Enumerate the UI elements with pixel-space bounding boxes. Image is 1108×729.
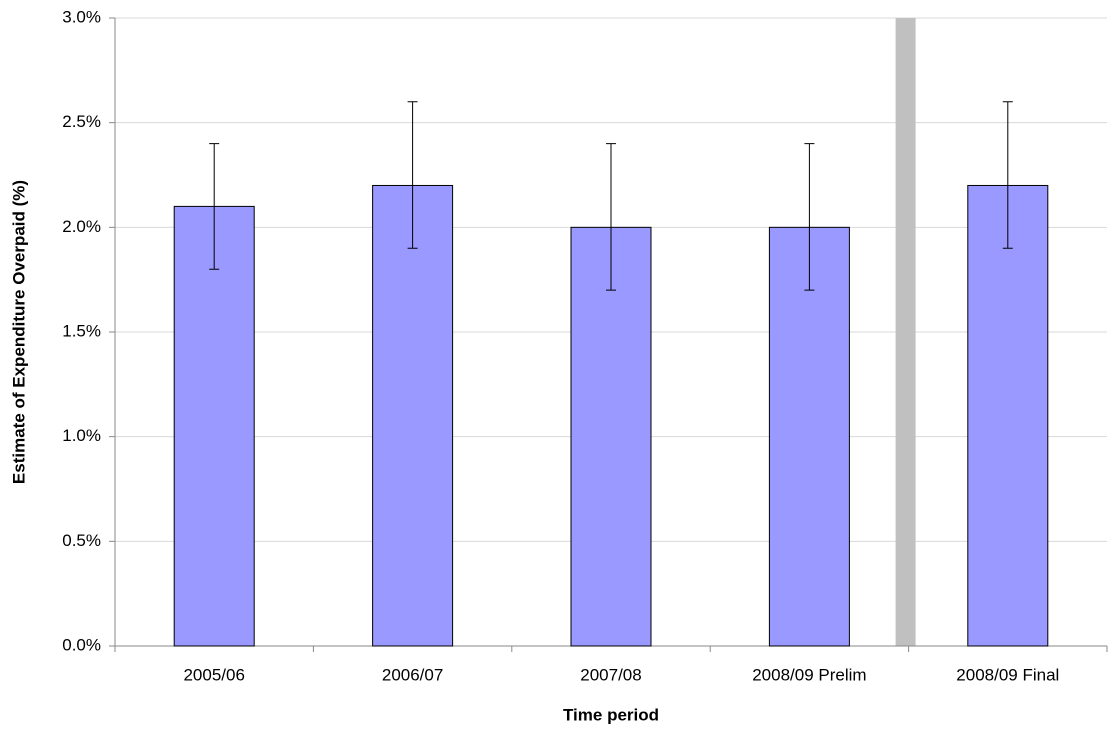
error-bar xyxy=(407,101,418,249)
y-tick-label: 2.5% xyxy=(62,112,101,131)
y-tick-label: 1.0% xyxy=(62,426,101,445)
bar xyxy=(570,226,652,647)
bar xyxy=(967,184,1049,647)
y-tick-label: 3.0% xyxy=(62,7,101,26)
bar xyxy=(768,226,850,647)
y-tick-label: 1.5% xyxy=(62,321,101,340)
bar xyxy=(372,184,454,647)
y-tick-label: 0.0% xyxy=(62,635,101,654)
x-tick-label: 2006/07 xyxy=(382,665,443,684)
y-tick-label: 2.0% xyxy=(62,217,101,236)
error-bar xyxy=(1002,101,1013,249)
error-bar xyxy=(606,143,616,291)
y-tick-label: 0.5% xyxy=(62,531,101,550)
x-tick-label: 2007/08 xyxy=(580,665,641,684)
y-axis-title: Estimate of Expenditure Overpaid (%) xyxy=(9,180,28,484)
error-bar xyxy=(209,143,220,270)
x-tick-label: 2005/06 xyxy=(183,665,244,684)
x-axis-title: Time period xyxy=(563,705,659,724)
error-bar xyxy=(804,143,815,291)
x-tick-label: 2008/09 Prelim xyxy=(752,665,866,684)
separator xyxy=(895,18,916,646)
bar xyxy=(173,205,255,647)
x-tick-label: 2008/09 Final xyxy=(956,665,1059,684)
